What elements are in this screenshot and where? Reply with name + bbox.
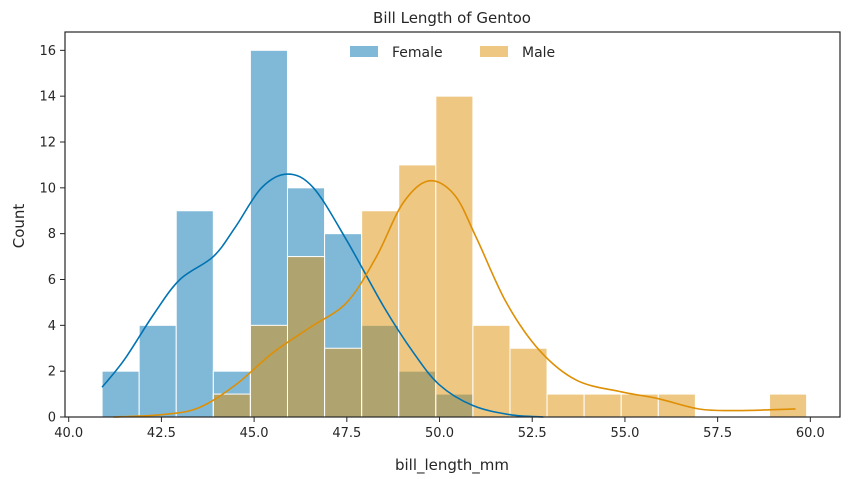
y-tick-label: 12	[39, 136, 56, 151]
bars-layer	[101, 49, 808, 418]
bar-female-2	[175, 210, 214, 418]
bar-female-1	[138, 324, 177, 418]
legend-swatch-female	[350, 46, 378, 57]
y-axis-label: Count	[10, 204, 28, 249]
x-axis-label: bill_length_mm	[395, 456, 509, 475]
kde-line-male	[113, 179, 796, 418]
y-tick-label: 10	[39, 181, 56, 196]
bar-male-13	[583, 393, 622, 418]
y-tick-label: 2	[48, 365, 56, 380]
y-tick-label: 14	[39, 90, 56, 105]
bar-male-6	[324, 347, 363, 418]
chart-title: Bill Length of Gentoo	[373, 9, 531, 27]
bar-male-8	[398, 164, 437, 418]
kde-line-female	[101, 173, 544, 418]
x-tick-label: 47.5	[332, 426, 361, 441]
bar-male-10	[472, 324, 511, 418]
bar-male-12	[546, 393, 585, 418]
bar-male-18	[769, 393, 808, 418]
x-tick-label: 57.5	[703, 426, 732, 441]
x-tick-label: 42.5	[147, 426, 176, 441]
bar-male-15	[657, 393, 696, 418]
y-tick-label: 4	[48, 319, 56, 334]
x-axis: 40.0 42.5 45.0 47.5 50.0 52.5 55.0 57.5 60.0	[54, 417, 825, 441]
y-tick-label: 0	[48, 411, 56, 426]
plot-frame	[64, 31, 841, 418]
bar-male-9	[435, 95, 474, 418]
y-tick-label: 6	[48, 273, 56, 288]
kde-layer	[101, 173, 796, 418]
y-axis: 0 2 4 6 8 10 12 14 16	[39, 44, 65, 426]
bar-male-7	[361, 210, 400, 418]
y-tick-label: 8	[48, 227, 56, 242]
x-tick-label: 50.0	[425, 426, 454, 441]
legend-label-male: Male	[522, 45, 555, 61]
bar-female-0	[101, 370, 140, 418]
x-tick-label: 60.0	[796, 426, 825, 441]
bar-male-11	[509, 347, 548, 418]
bar-male-5	[286, 256, 326, 418]
bar-male-4	[249, 324, 288, 418]
x-tick-label: 52.5	[518, 426, 547, 441]
x-tick-label: 45.0	[240, 426, 269, 441]
legend-label-female: Female	[392, 45, 443, 61]
legend: Female Male	[350, 45, 555, 61]
legend-swatch-male	[480, 46, 508, 57]
x-tick-label: 40.0	[54, 426, 83, 441]
x-tick-label: 55.0	[610, 426, 639, 441]
y-tick-label: 16	[39, 44, 56, 59]
